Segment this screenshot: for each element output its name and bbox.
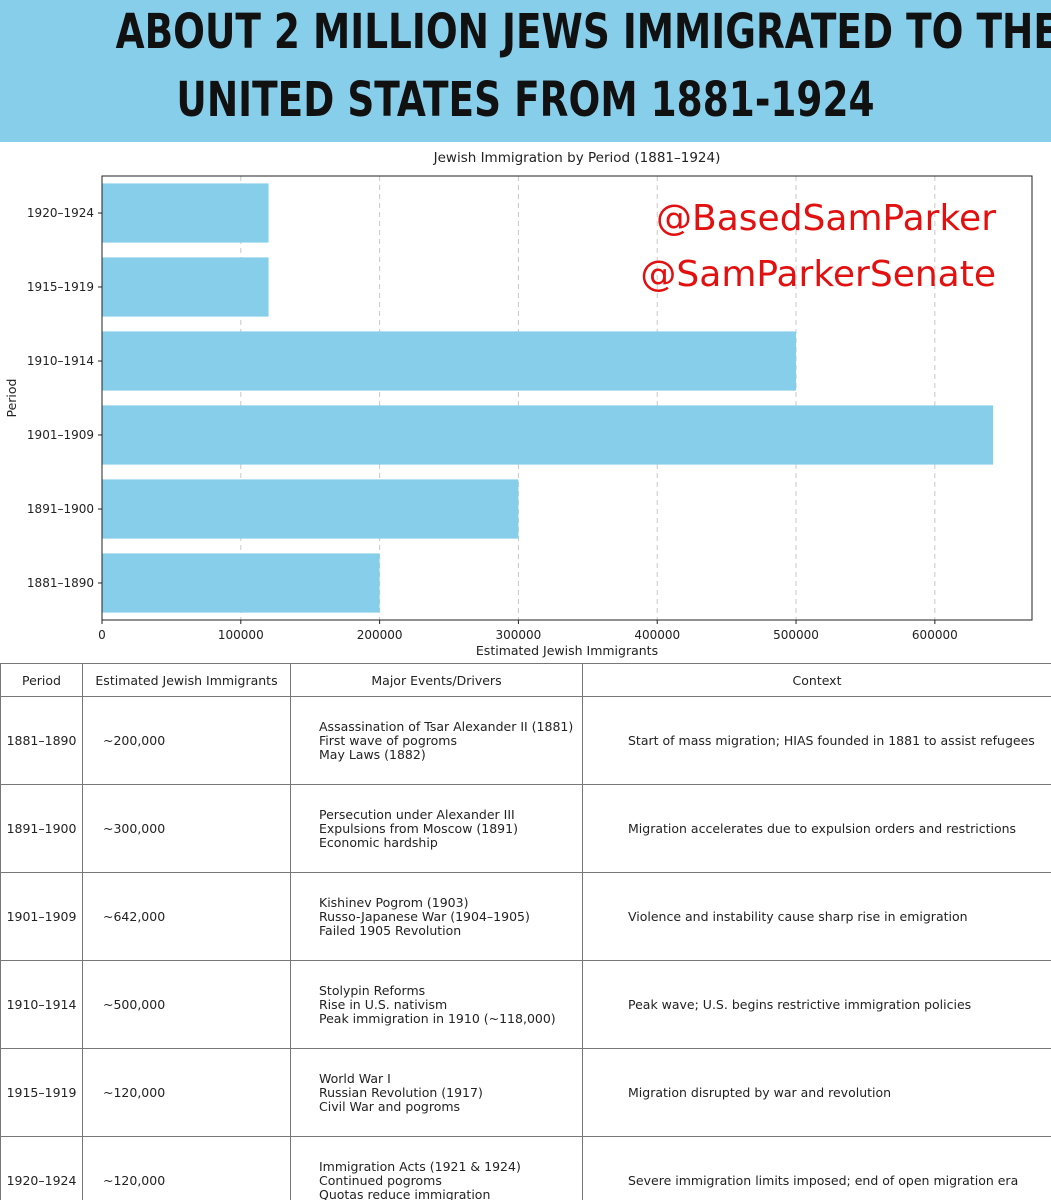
title-banner: About 2 million Jews immigrated to the U… — [0, 0, 1051, 142]
cell-estimate: ~500,000 — [82, 960, 291, 1049]
event-item: Economic hardship — [319, 834, 438, 850]
watermark-handle-2: @SamParkerSenate — [640, 254, 996, 295]
event-item: First wave of pogroms — [319, 732, 457, 748]
event-item: Assassination of Tsar Alexander II (1881… — [319, 718, 574, 734]
cell-period: 1915–1919 — [0, 1048, 83, 1137]
x-tick-label: 200000 — [357, 628, 403, 642]
event-item: Failed 1905 Revolution — [319, 922, 462, 938]
event-item: Quotas reduce immigration — [319, 1186, 491, 1200]
event-item: Peak immigration in 1910 (~118,000) — [319, 1010, 556, 1026]
cell-events: World War I Russian Revolution (1917) Civi… — [290, 1048, 583, 1137]
event-item: Russo-Japanese War (1904–1905) — [319, 908, 530, 924]
banner-title-line-1: About 2 million Jews immigrated to the — [115, 4, 1051, 60]
x-tick-label: 400000 — [634, 628, 680, 642]
header-estimate: Estimated Jewish Immigrants — [82, 663, 291, 697]
bar — [102, 257, 269, 317]
cell-context: Migration disrupted by war and revolutio… — [582, 1048, 1051, 1137]
header-events: Major Events/Drivers — [290, 663, 583, 697]
y-tick-label: 1891–1900 — [27, 502, 94, 516]
cell-events: Kishinev Pogrom (1903) Russo-Japanese War… — [290, 872, 583, 961]
cell-events: Persecution under Alexander III Expulsion… — [290, 784, 583, 873]
bar — [102, 553, 380, 613]
plot-frame — [101, 175, 1033, 621]
cell-events: Stolypin Reforms Rise in U.S. nativism Pea… — [290, 960, 583, 1049]
y-tick-label: 1901–1909 — [27, 428, 94, 442]
bar-chart: 1881–1890 1891–1900 1901–1909 1910–1914 1915… — [4, 150, 1033, 658]
bar — [102, 479, 519, 539]
cell-context: Start of mass migration; HIAS founded in… — [582, 696, 1051, 785]
cell-estimate: ~642,000 — [82, 872, 291, 961]
table-header-row: Period Estimated Jewish Immigrants Major… — [0, 663, 1051, 697]
table-row: 1915–1919 ~120,000 World War I Russian Revo… — [0, 1048, 1051, 1137]
event-item: May Laws (1882) — [319, 746, 426, 762]
banner-title-line-2: United States from 1881-1924 — [176, 72, 875, 128]
event-item: Immigration Acts (1921 & 1924) — [319, 1158, 521, 1174]
x-tick-label: 0 — [98, 628, 106, 642]
y-tick-label: 1915–1919 — [27, 280, 94, 294]
cell-context: Migration accelerates due to expulsion o… — [582, 784, 1051, 873]
header-period: Period — [0, 663, 83, 697]
bar — [102, 183, 269, 243]
table-row: 1881–1890 ~200,000 Assassination of Tsar A… — [0, 696, 1051, 785]
bar — [102, 331, 797, 391]
cell-events: Assassination of Tsar Alexander II (1881… — [290, 696, 583, 785]
table-row: 1920–1924 ~120,000 Immigration Acts (1921 … — [0, 1136, 1051, 1200]
cell-period: 1901–1909 — [0, 872, 83, 961]
cell-period: 1910–1914 — [0, 960, 83, 1049]
x-tick-label: 300000 — [496, 628, 542, 642]
chart-area: 1881–1890 1891–1900 1901–1909 1910–1914 1915… — [0, 142, 1051, 662]
y-tick-label: 1910–1914 — [27, 354, 94, 368]
cell-period: 1920–1924 — [0, 1136, 83, 1200]
event-item: Kishinev Pogrom (1903) — [319, 894, 469, 910]
y-tick-label: 1920–1924 — [27, 206, 94, 220]
cell-context: Severe immigration limits imposed; end o… — [582, 1136, 1051, 1200]
cell-period: 1891–1900 — [0, 784, 83, 873]
x-tick-label: 500000 — [773, 628, 819, 642]
cell-estimate: ~120,000 — [82, 1048, 291, 1137]
cell-context: Peak wave; U.S. begins restrictive immig… — [582, 960, 1051, 1049]
bar — [102, 405, 994, 465]
event-item: Expulsions from Moscow (1891) — [319, 820, 518, 836]
table-row: 1901–1909 ~642,000 Kishinev Pogrom (1903) R… — [0, 872, 1051, 961]
cell-context: Violence and instability cause sharp ris… — [582, 872, 1051, 961]
event-item: Continued pogroms — [319, 1172, 442, 1188]
header-context: Context — [582, 663, 1051, 697]
data-table-container: Period Estimated Jewish Immigrants Major… — [0, 663, 1051, 1200]
cell-estimate: ~120,000 — [82, 1136, 291, 1200]
table-row: 1910–1914 ~500,000 Stolypin Reforms Rise in… — [0, 960, 1051, 1049]
event-item: Rise in U.S. nativism — [319, 996, 448, 1012]
chart-title: Jewish Immigration by Period (1881–1924) — [433, 150, 721, 166]
cell-events: Immigration Acts (1921 & 1924) Continued … — [290, 1136, 583, 1200]
event-item: Persecution under Alexander III — [319, 806, 515, 822]
x-tick-label: 600000 — [912, 628, 958, 642]
table-row: 1891–1900 ~300,000 Persecution under Alexa… — [0, 784, 1051, 873]
cell-period: 1881–1890 — [0, 696, 83, 785]
cell-estimate: ~200,000 — [82, 696, 291, 785]
watermark-handle-1: @BasedSamParker — [656, 198, 996, 239]
event-item: Civil War and pogroms — [319, 1098, 461, 1114]
event-item: Stolypin Reforms — [319, 982, 426, 998]
immigration-table: Period Estimated Jewish Immigrants Major… — [0, 663, 1051, 1200]
y-axis-label: Period — [4, 379, 19, 418]
event-item: Russian Revolution (1917) — [319, 1084, 483, 1100]
event-item: World War I — [319, 1070, 391, 1086]
y-tick-label: 1881–1890 — [27, 576, 94, 590]
x-tick-label: 100000 — [218, 628, 264, 642]
cell-estimate: ~300,000 — [82, 784, 291, 873]
x-axis-label: Estimated Jewish Immigrants — [476, 643, 658, 658]
